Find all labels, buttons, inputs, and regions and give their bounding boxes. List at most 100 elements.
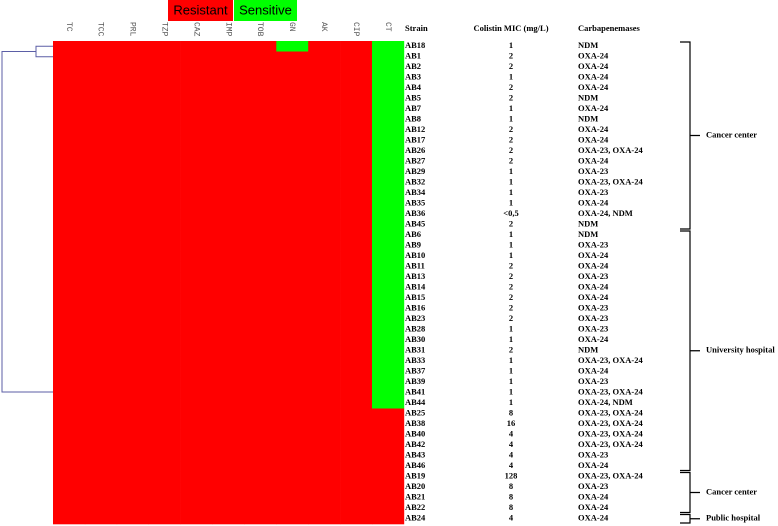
heatmap-cell — [53, 377, 86, 388]
column-label: AK — [319, 22, 328, 32]
heatmap-cell — [340, 93, 373, 105]
heatmap-cell — [372, 188, 405, 199]
heatmap-cell — [116, 209, 149, 220]
heatmap-cell — [53, 51, 86, 63]
heatmap-cell — [116, 282, 149, 294]
heatmap-cell — [276, 471, 309, 483]
heatmap-cell — [212, 398, 245, 409]
heatmap-cell — [340, 314, 373, 325]
heatmap-cell — [212, 188, 245, 199]
heatmap-cell — [180, 62, 213, 73]
heatmap-cell — [276, 314, 309, 325]
heatmap-cell — [148, 188, 181, 199]
heatmap-cell — [116, 503, 149, 514]
carbapenemases: OXA-23, OXA-24 — [578, 387, 643, 397]
heatmap-cell — [84, 345, 118, 357]
heatmap-cell — [308, 198, 341, 210]
heatmap-cell — [308, 167, 341, 178]
heatmap-cell — [308, 366, 341, 378]
heatmap-cell — [84, 450, 118, 462]
heatmap-cell — [84, 135, 118, 147]
heatmap-cell — [308, 41, 341, 52]
heatmap-cell — [84, 51, 118, 63]
heatmap-cell — [84, 230, 118, 241]
heatmap-cell — [180, 209, 213, 220]
heatmap-cell — [372, 293, 405, 304]
heatmap-cell — [212, 440, 245, 451]
heatmap-cell — [340, 377, 373, 388]
heatmap-cell — [180, 419, 213, 430]
heatmap-cell — [276, 209, 309, 220]
heatmap-cell — [148, 177, 181, 189]
heatmap-cell — [244, 146, 277, 157]
carbapenemases: OXA-23 — [578, 376, 608, 386]
heatmap-cell — [340, 293, 373, 304]
heatmap-cell — [244, 345, 277, 357]
colistin-mic: 1 — [509, 40, 513, 50]
heatmap-cell — [116, 335, 149, 346]
heatmap-cell — [116, 167, 149, 178]
heatmap-cell — [244, 450, 277, 462]
carbapenemases: NDM — [578, 40, 598, 50]
heatmap-cell — [53, 356, 86, 367]
heatmap-cell — [212, 482, 245, 493]
heatmap-cell — [308, 324, 341, 336]
heatmap-cell — [372, 513, 405, 525]
heatmap-cell — [53, 177, 86, 189]
heatmap-cell — [340, 177, 373, 189]
heatmap-cell — [340, 335, 373, 346]
heatmap-cell — [212, 41, 245, 52]
group-label: Cancer center — [706, 129, 757, 139]
heatmap-cell — [308, 335, 341, 346]
heatmap-cell — [180, 324, 213, 336]
heatmap-cell — [84, 366, 118, 378]
heatmap-cell — [372, 345, 405, 357]
strain: AB8 — [405, 114, 421, 124]
heatmap-cell — [340, 72, 373, 84]
heatmap-cell — [116, 366, 149, 378]
heatmap-cell — [244, 482, 277, 493]
colistin-mic: 1 — [509, 114, 513, 124]
heatmap-cell — [116, 51, 149, 63]
heatmap-cell — [53, 41, 86, 52]
heatmap-cell — [276, 41, 309, 52]
heatmap-cell — [212, 261, 245, 273]
heatmap-cell — [276, 251, 309, 262]
heatmap-cell — [180, 135, 213, 147]
strain: AB25 — [405, 408, 425, 418]
carbapenemases: OXA-24 — [578, 72, 609, 82]
heatmap-cell — [340, 503, 373, 514]
heatmap-cell — [308, 450, 341, 462]
heatmap-cell — [53, 492, 86, 504]
heatmap-cell — [276, 429, 309, 441]
carbapenemases: NDM — [578, 114, 598, 124]
heatmap-cell — [308, 230, 341, 241]
heatmap-cell — [308, 429, 341, 441]
heatmap-cell — [84, 471, 118, 483]
carbapenemases: OXA-23, OXA-24 — [578, 408, 643, 418]
colistin-mic: 1 — [509, 387, 513, 397]
heatmap-cell — [308, 282, 341, 294]
heatmap-cell — [212, 146, 245, 157]
heatmap-cell — [180, 219, 213, 231]
heatmap-cell — [372, 482, 405, 493]
carbapenemases: OXA-23 — [578, 450, 608, 460]
heatmap-cell — [180, 398, 213, 409]
heatmap-cell — [148, 51, 181, 63]
colistin-mic: 2 — [509, 292, 513, 302]
heatmap-cell — [180, 41, 213, 52]
heatmap-cell — [340, 198, 373, 210]
carbapenemases: OXA-24, NDM — [578, 208, 633, 218]
heatmap-cell — [340, 188, 373, 199]
heatmap-cell — [148, 251, 181, 262]
heatmap-cell — [308, 513, 341, 525]
heatmap-cell — [308, 345, 341, 357]
column-label: CIP — [351, 22, 360, 37]
heatmap-cell — [180, 450, 213, 462]
heatmap-cell — [116, 230, 149, 241]
strain: AB20 — [405, 481, 425, 491]
heatmap-cell — [84, 429, 118, 441]
heatmap-cell — [212, 230, 245, 241]
heatmap-cell — [53, 398, 86, 409]
heatmap-cell — [372, 356, 405, 367]
